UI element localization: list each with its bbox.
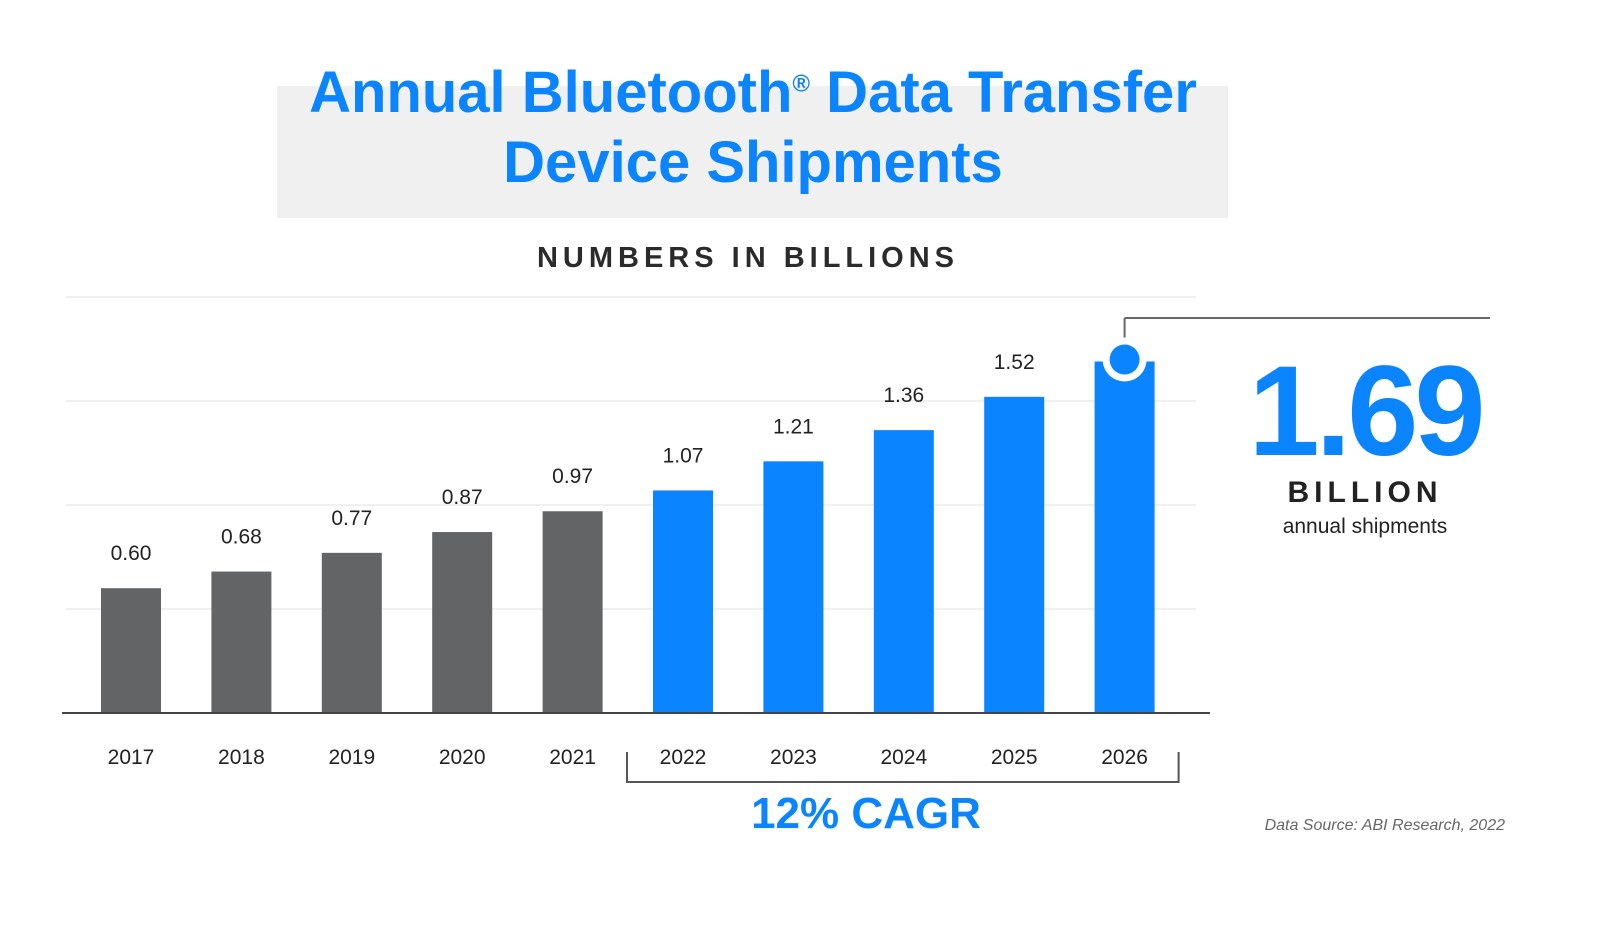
bar-2021 [542, 511, 603, 713]
data-label: 0.60 [111, 542, 152, 565]
bar-2017 [101, 588, 161, 713]
title-line-2: Device Shipments [503, 130, 1003, 195]
bar-2018 [211, 571, 272, 713]
data-label: 1.52 [994, 351, 1035, 374]
data-label: 1.21 [773, 415, 814, 438]
x-tick-label: 2022 [660, 746, 707, 769]
x-tick-label: 2025 [991, 746, 1038, 769]
bar-2025 [984, 396, 1045, 713]
x-tick-label: 2019 [328, 746, 375, 769]
bar-2024 [873, 430, 934, 713]
data-label: 0.77 [331, 507, 372, 530]
title-text-1a: Annual Bluetooth [309, 60, 793, 125]
registered-mark: ® [792, 70, 811, 98]
data-source: Data Source: ABI Research, 2022 [1264, 817, 1505, 834]
x-tick-label: 2024 [880, 746, 927, 769]
title-line-1: Annual Bluetooth® Data Transfer [0, 58, 1506, 128]
bar-2023 [763, 461, 824, 713]
data-label: 0.68 [221, 526, 262, 549]
x-tick-label: 2018 [218, 746, 265, 769]
x-tick-label: 2021 [549, 746, 596, 769]
title-background [277, 86, 1228, 218]
x-tick-label: 2026 [1101, 746, 1148, 769]
data-label: 0.97 [552, 465, 593, 488]
bar-2026 [1094, 361, 1155, 713]
chart-title: Annual Bluetooth® Data Transfer Device S… [0, 58, 1506, 198]
chart-subtitle: NUMBERS IN BILLIONS [536, 242, 960, 274]
x-tick-label: 2017 [108, 746, 155, 769]
data-label: 0.87 [442, 486, 483, 509]
cagr-bracket [626, 752, 1180, 783]
x-tick-label: 2023 [770, 746, 817, 769]
bar-2020 [432, 532, 493, 713]
title-text-1b: Data Transfer [810, 60, 1197, 125]
x-tick-label: 2020 [439, 746, 486, 769]
callout-unit: BILLION [1287, 476, 1443, 509]
marker-dot [1109, 344, 1140, 375]
data-label: 1.36 [883, 384, 924, 407]
bar-2022 [653, 490, 713, 713]
data-label: 1.07 [663, 444, 704, 467]
callout-caption: annual shipments [1282, 515, 1448, 538]
bar-2019 [321, 552, 382, 713]
cagr-label: 12% CAGR [751, 789, 981, 838]
callout-value: 1.69 [1248, 340, 1485, 483]
